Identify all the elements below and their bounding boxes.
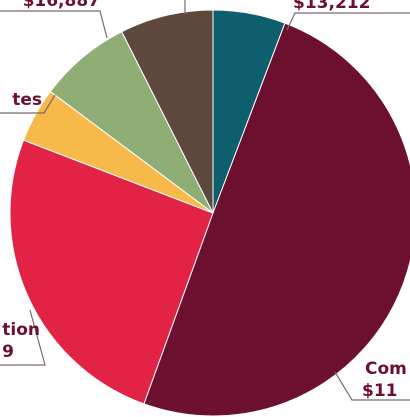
pie xyxy=(9,9,410,417)
pie-slice xyxy=(121,9,214,214)
value-label: $16,887 xyxy=(23,0,100,11)
leader-line xyxy=(286,12,410,31)
value-label: $13,212 xyxy=(293,0,370,13)
leader-line xyxy=(0,94,56,114)
value-label: 9 xyxy=(2,342,14,362)
leader-line xyxy=(334,371,410,401)
leader-line xyxy=(0,10,108,39)
pie-slice xyxy=(143,22,410,417)
value-label: $11 xyxy=(362,381,398,401)
leader-line xyxy=(0,309,46,366)
labels: Com tion tes $13,212 $11 9 $16,887 xyxy=(0,0,410,401)
pie-slice xyxy=(9,139,214,405)
slice-label: Com xyxy=(365,359,407,379)
slice-label: tion xyxy=(2,320,40,340)
slice-label: tes xyxy=(12,90,42,110)
